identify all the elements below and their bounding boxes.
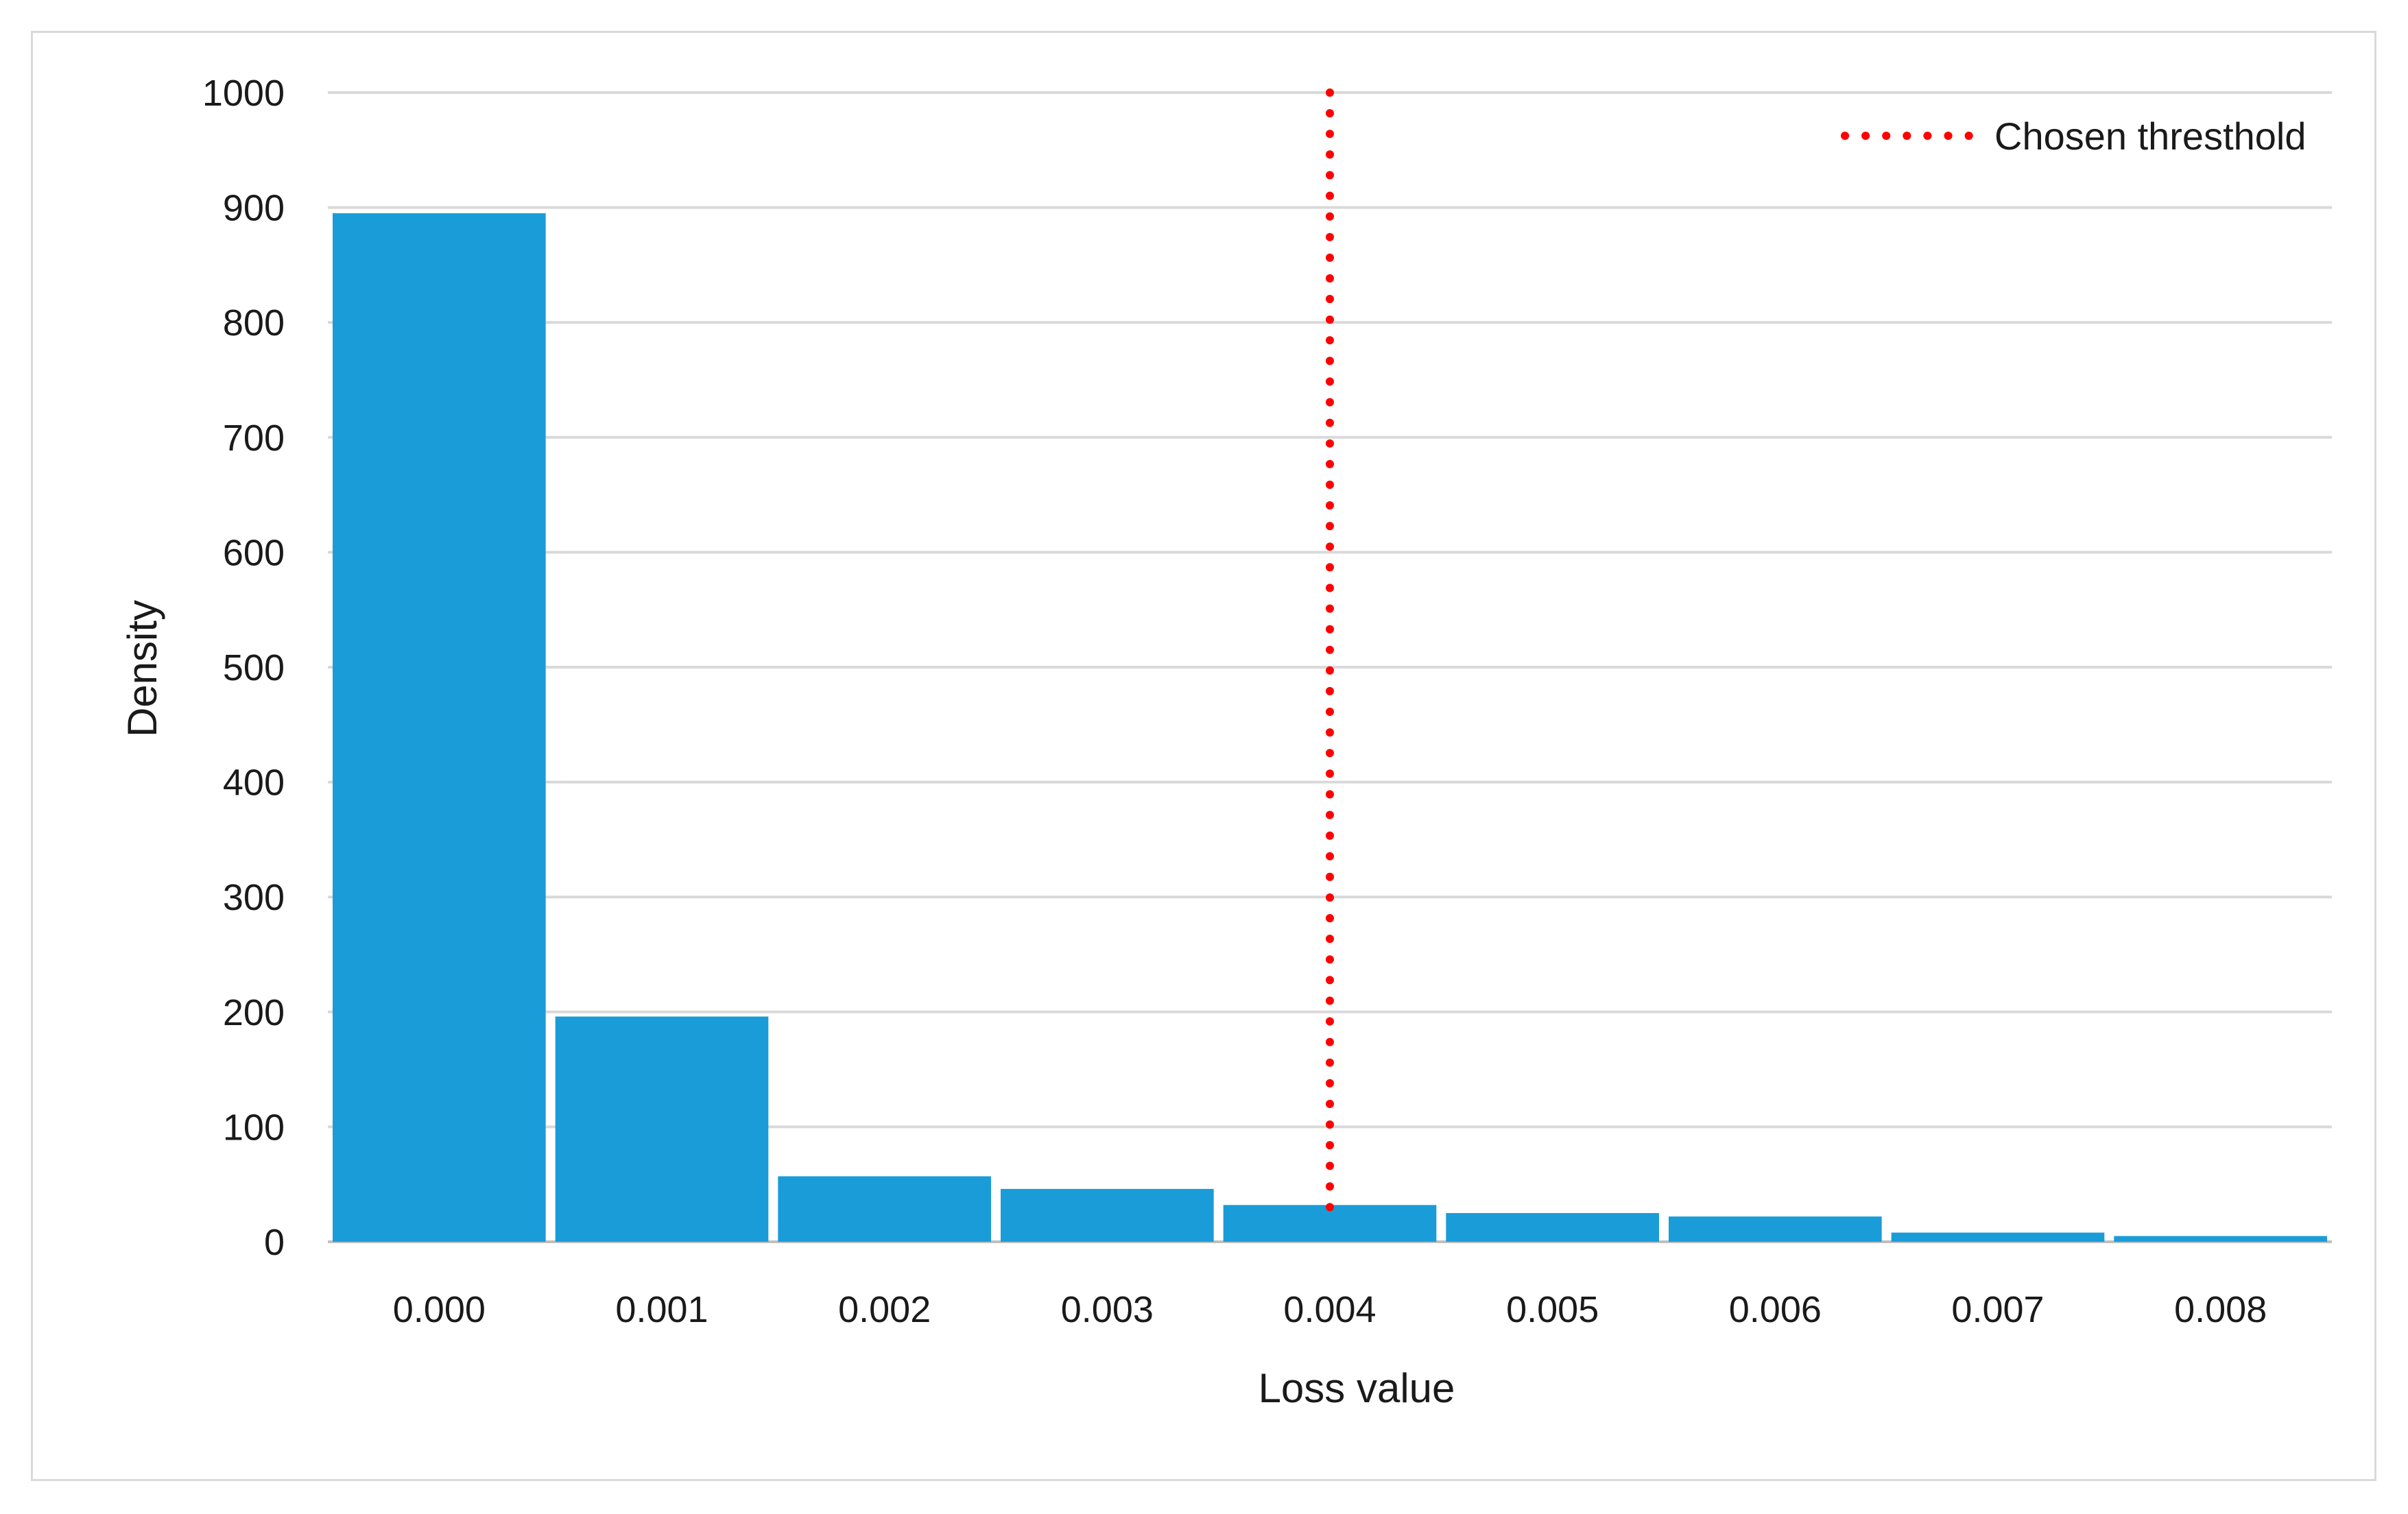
y-tick-label: 500 xyxy=(223,647,285,688)
y-tick-label: 1000 xyxy=(202,73,285,114)
legend: Chosen thresthold xyxy=(1841,115,2306,158)
y-tick-label: 0 xyxy=(264,1222,285,1263)
x-axis-title: Loss value xyxy=(1259,1365,1455,1411)
x-tick-label: 0.006 xyxy=(1729,1289,1822,1330)
y-tick-label: 600 xyxy=(223,532,285,573)
y-tick-label: 200 xyxy=(223,992,285,1033)
x-tick-label: 0.004 xyxy=(1283,1289,1376,1330)
x-tick-label: 0.008 xyxy=(2174,1289,2267,1330)
x-tick-label: 0.002 xyxy=(838,1289,931,1330)
x-tick-label: 0.000 xyxy=(393,1289,486,1330)
bar-0.003 xyxy=(1001,1188,1214,1242)
x-tick-label: 0.005 xyxy=(1506,1289,1599,1330)
y-tick-label: 400 xyxy=(223,762,285,804)
bar-0.008 xyxy=(2114,1236,2327,1242)
bar-0.002 xyxy=(778,1176,991,1242)
y-tick-label: 900 xyxy=(223,188,285,229)
x-tick-label: 0.007 xyxy=(1951,1289,2044,1330)
y-tick-labels: 0 100 200 300 400 500 600 700 800 900 1000 xyxy=(202,73,285,1263)
bar-0.007 xyxy=(1891,1232,2105,1242)
legend-threshold-label: Chosen thresthold xyxy=(1994,115,2306,158)
bar-0.001 xyxy=(555,1016,769,1242)
y-tick-label: 800 xyxy=(223,302,285,344)
y-tick-label: 300 xyxy=(223,877,285,918)
x-tick-labels: 0.000 0.001 0.002 0.003 0.004 0.005 0.006 0.007… xyxy=(393,1289,2267,1330)
y-axis-title: Density xyxy=(119,600,165,737)
x-tick-label: 0.001 xyxy=(615,1289,708,1330)
bar-0.005 xyxy=(1446,1213,1659,1242)
bar-0.000 xyxy=(333,213,546,1242)
bar-0.006 xyxy=(1669,1216,1882,1242)
y-tick-label: 100 xyxy=(223,1107,285,1148)
bars xyxy=(333,213,2327,1242)
x-tick-label: 0.003 xyxy=(1061,1289,1154,1330)
y-tick-label: 700 xyxy=(223,418,285,459)
